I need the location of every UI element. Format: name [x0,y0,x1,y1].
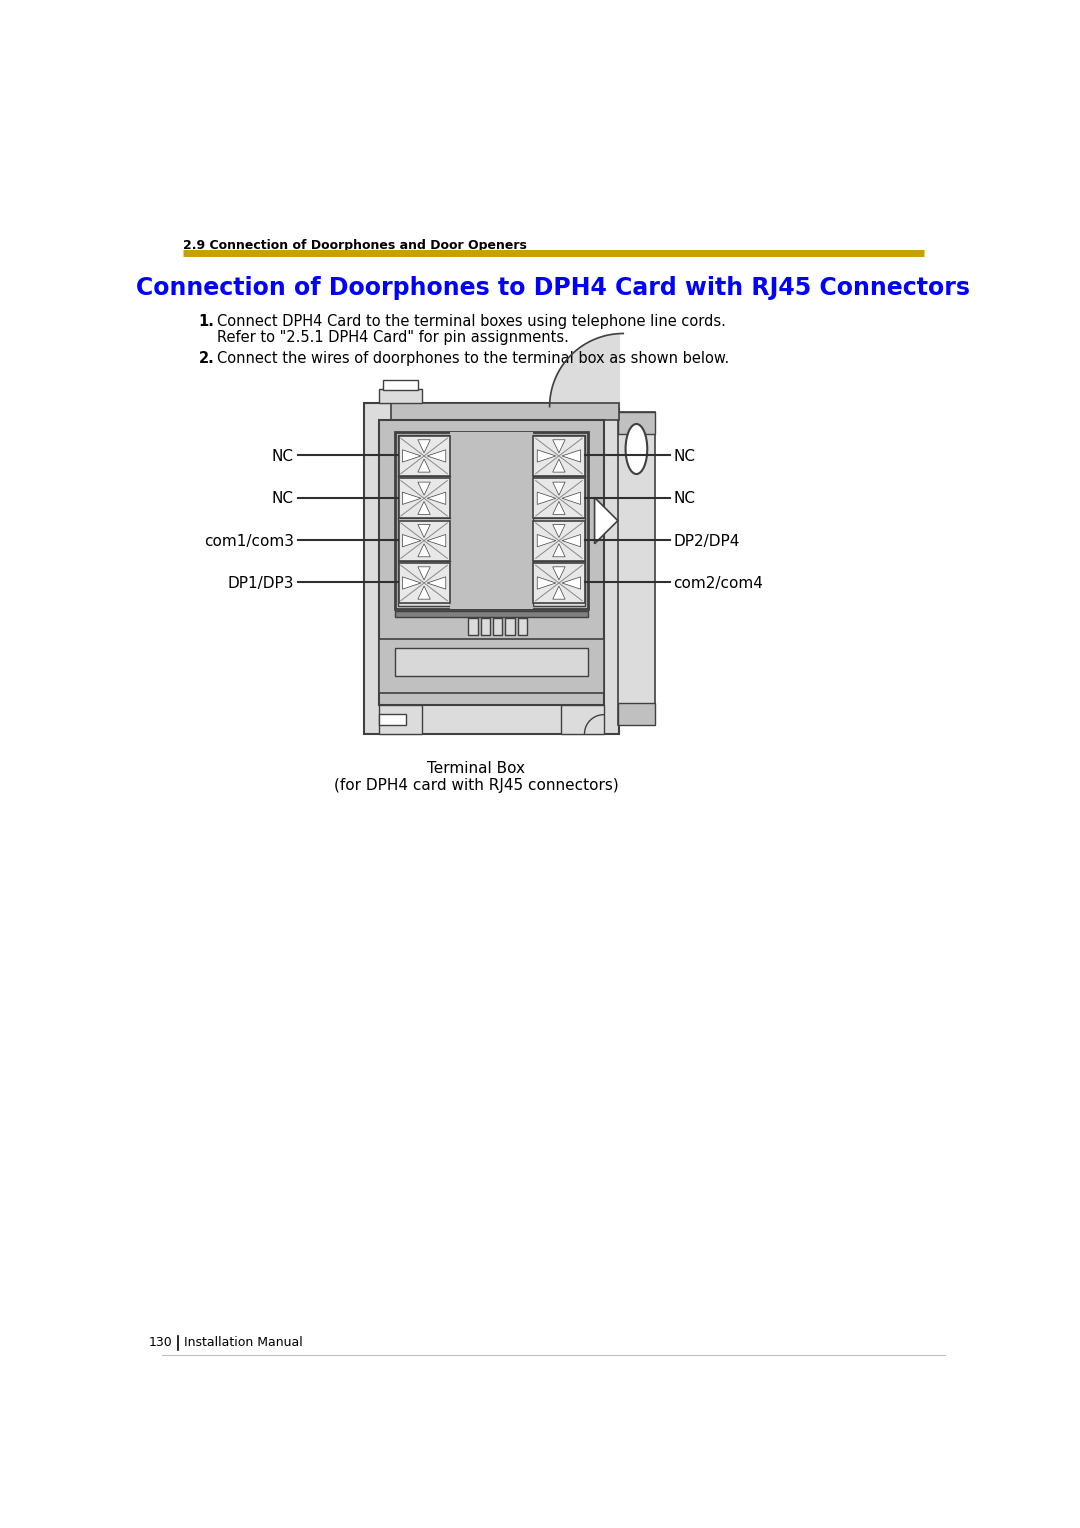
Polygon shape [418,544,430,556]
Bar [618,413,656,724]
Bar [534,435,584,475]
Text: Refer to "2.5.1 DPH4 Card" for pin assignments.: Refer to "2.5.1 DPH4 Card" for pin assig… [217,330,569,345]
Bar [394,611,589,617]
Text: NC: NC [674,492,696,506]
Bar [399,478,449,518]
Polygon shape [537,578,556,590]
Polygon shape [537,492,556,504]
Polygon shape [595,498,618,544]
Bar [379,639,604,694]
Polygon shape [418,524,430,538]
Bar [534,478,584,518]
Bar [391,403,619,420]
Bar [534,562,584,604]
Bar [399,435,449,475]
Bar [394,432,589,610]
Text: Connect the wires of doorphones to the terminal box as shown below.: Connect the wires of doorphones to the t… [217,351,729,367]
Text: Terminal Box: Terminal Box [427,761,525,776]
Bar [394,648,589,677]
Polygon shape [562,449,581,461]
Polygon shape [428,578,446,590]
Text: com1/com3: com1/com3 [204,533,294,549]
Polygon shape [537,449,556,461]
Text: Installation Manual: Installation Manual [184,1335,302,1349]
Polygon shape [550,333,623,406]
Polygon shape [418,483,430,495]
Polygon shape [418,458,430,472]
Polygon shape [553,587,565,599]
Polygon shape [403,578,421,590]
Bar [379,714,406,724]
Polygon shape [418,567,430,581]
Bar [534,521,584,561]
Text: com2/com4: com2/com4 [674,576,764,591]
Polygon shape [418,501,430,515]
Polygon shape [553,458,565,472]
Bar [517,619,527,636]
Bar [399,562,449,604]
Bar [469,619,477,636]
Polygon shape [553,567,565,581]
Text: Connect DPH4 Card to the terminal boxes using telephone line cords.: Connect DPH4 Card to the terminal boxes … [217,315,726,329]
Bar [383,380,418,391]
Bar [618,703,656,724]
Polygon shape [418,587,430,599]
Bar [494,619,502,636]
Bar [505,619,515,636]
Polygon shape [562,578,581,590]
Polygon shape [537,535,556,547]
Polygon shape [403,492,421,504]
Bar [399,521,449,561]
Bar [562,704,604,733]
Bar [481,619,490,636]
Ellipse shape [625,423,647,474]
Bar [397,435,450,607]
Bar [532,435,585,607]
Polygon shape [553,524,565,538]
Polygon shape [403,449,421,461]
Bar [618,413,656,434]
Text: NC: NC [272,449,294,465]
Bar [450,432,532,610]
Text: 2.9 Connection of Doorphones and Door Openers: 2.9 Connection of Doorphones and Door Op… [183,238,527,252]
Polygon shape [553,544,565,556]
Polygon shape [562,492,581,504]
Polygon shape [403,535,421,547]
Text: NC: NC [674,449,696,465]
Bar [364,403,619,733]
Polygon shape [418,440,430,452]
Text: DP1/DP3: DP1/DP3 [228,576,294,591]
Polygon shape [553,440,565,452]
Polygon shape [553,483,565,495]
Text: Connection of Doorphones to DPH4 Card with RJ45 Connectors: Connection of Doorphones to DPH4 Card wi… [136,275,971,299]
Bar [379,390,422,403]
Polygon shape [553,501,565,515]
Text: (for DPH4 card with RJ45 connectors): (for DPH4 card with RJ45 connectors) [334,778,619,793]
Text: 130: 130 [148,1335,172,1349]
Text: DP2/DP4: DP2/DP4 [674,533,740,549]
Polygon shape [428,449,446,461]
Text: NC: NC [272,492,294,506]
Bar [379,420,604,704]
Polygon shape [428,535,446,547]
Text: 2.: 2. [199,351,214,367]
Bar [379,704,422,733]
Text: 1.: 1. [199,315,215,329]
Polygon shape [562,535,581,547]
Polygon shape [428,492,446,504]
